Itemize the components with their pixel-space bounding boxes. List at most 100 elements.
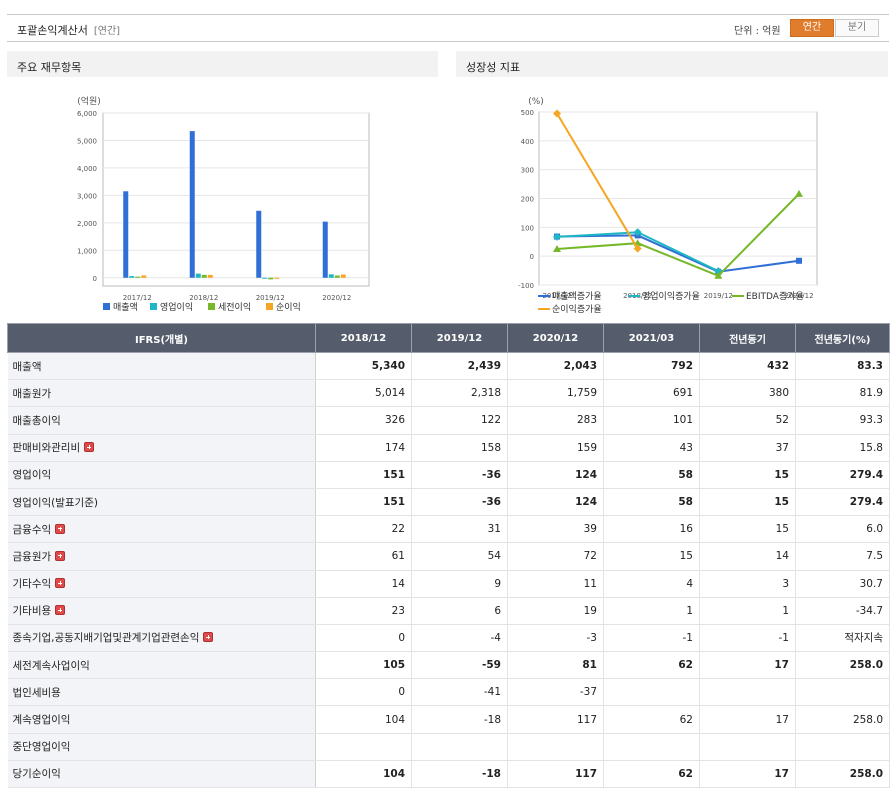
table-cell: -3 [507, 624, 604, 653]
row-label: 당기순이익 [7, 760, 316, 789]
bar [201, 274, 207, 278]
table-row: 매출원가 5,014 2,318 1,759 691 380 81.9 [7, 379, 890, 408]
legend-entry: 영업이익증가율 [642, 290, 700, 302]
table-cell [603, 733, 700, 761]
table-cell: 2,043 [507, 352, 604, 381]
row-label-text: 영업이익 [12, 469, 52, 482]
y-tick-label: 6,000 [77, 110, 97, 118]
table-cell: 17 [699, 760, 796, 789]
table-cell: 62 [603, 760, 700, 789]
table-cell: 23 [315, 597, 412, 625]
table-cell [315, 733, 412, 761]
legend-entry: 순이익 [276, 301, 301, 313]
bar [256, 210, 262, 278]
table-cell: 380 [699, 379, 796, 408]
row-label: 종속기업,공동지배기업및관계기업관련손익 [7, 624, 316, 653]
table-row: 계속영업이익 104 -18 117 62 17 258.0 [7, 705, 890, 734]
row-label-text: 세전계속사업이익 [12, 659, 90, 672]
income-statement-table: IFRS(개별) 2018/12 2019/12 2020/12 2021/03 전년동기… [7, 323, 890, 789]
row-label-text: 기타수익 [12, 578, 52, 591]
table-cell: 159 [507, 434, 604, 462]
period-badge: [연간] [93, 26, 121, 37]
expand-plus-icon[interactable] [203, 632, 214, 643]
table-cell: 0 [315, 678, 412, 707]
table-cell: 14 [699, 542, 796, 571]
expand-plus-icon[interactable] [55, 578, 66, 589]
table-cell: 1,759 [507, 379, 604, 408]
y-tick-label: 5,000 [77, 137, 97, 145]
x-tick-label: 2017/12 [123, 294, 152, 302]
table-row: 종속기업,공동지배기업및관계기업관련손익 0 -4 -3 -1 -1 적자지속 [7, 624, 890, 653]
statement-title: 포괄손익계산서 [연간] [17, 24, 121, 37]
x-tick-label: 2019/12 [704, 292, 733, 300]
bar [340, 274, 346, 278]
line-chart: (%)5004003002001000-1002017/122018/12201… [518, 97, 818, 315]
row-label: 계속영업이익 [7, 705, 316, 734]
tab-quarter[interactable]: 분기 [835, 19, 879, 37]
row-label-text: 중단영업이익 [12, 741, 71, 754]
table-cell: 19 [507, 597, 604, 625]
data-point [633, 228, 642, 237]
row-label-text: 금융수익 [12, 523, 52, 536]
unit-label: 단위 : 억원 [734, 26, 781, 37]
data-point [795, 189, 803, 197]
table-cell: 54 [411, 542, 508, 571]
expand-plus-icon[interactable] [55, 523, 66, 534]
table-cell: 258.0 [795, 705, 890, 734]
column-header: 2021/03 [603, 323, 700, 353]
row-label: 매출액 [7, 352, 316, 381]
table-cell: -36 [411, 488, 508, 517]
table-cell: 2,318 [411, 379, 508, 408]
y-tick-label: 3,000 [77, 192, 97, 200]
bar [328, 274, 334, 278]
table-cell: 158 [411, 434, 508, 462]
table-cell: 83.3 [795, 352, 890, 381]
table-cell: 37 [699, 434, 796, 462]
bar [141, 275, 147, 278]
expand-plus-icon[interactable] [55, 605, 66, 616]
table-row: 당기순이익 104 -18 117 62 17 258.0 [7, 760, 890, 789]
data-point [633, 244, 642, 253]
bar [322, 221, 328, 278]
table-row: 세전계속사업이익 105 -59 81 62 17 258.0 [7, 651, 890, 680]
expand-plus-icon[interactable] [84, 442, 95, 453]
table-cell [603, 678, 700, 707]
table-cell: 104 [315, 760, 412, 789]
table-cell: 62 [603, 651, 700, 680]
table-cell [795, 678, 890, 707]
table-cell: 16 [603, 515, 700, 544]
y-tick-label: 500 [521, 109, 534, 117]
table-cell: 39 [507, 515, 604, 544]
table-cell: 283 [507, 406, 604, 435]
bar [207, 274, 213, 278]
table-cell: 11 [507, 570, 604, 598]
table-cell: 15 [699, 461, 796, 489]
bar [262, 277, 268, 279]
row-label: 금융수익 [7, 515, 316, 544]
table-cell: -18 [411, 705, 508, 734]
column-header: 전년동기(%) [795, 323, 890, 353]
expand-plus-icon[interactable] [55, 550, 66, 561]
bar [195, 273, 201, 278]
row-label-text: 법인세비용 [12, 686, 61, 699]
table-row: 영업이익 151 -36 124 58 15 279.4 [7, 461, 890, 489]
y-axis-label: (%) [528, 97, 544, 107]
y-tick-label: 4,000 [77, 165, 97, 173]
data-point [796, 257, 802, 264]
row-label: 기타수익 [7, 570, 316, 598]
row-label-text: 영업이익(발표기준) [12, 496, 98, 509]
table-row: 금융수익 22 31 39 16 15 6.0 [7, 515, 890, 544]
table-row: 법인세비용 0 -41 -37 [7, 678, 890, 707]
table-cell: 52 [699, 406, 796, 435]
table-cell: -4 [411, 624, 508, 653]
table-cell: -1 [603, 624, 700, 653]
table-cell: 22 [315, 515, 412, 544]
row-label-text: 당기순이익 [12, 768, 61, 781]
legend-entry: 매출액 [113, 301, 138, 313]
row-label: 금융원가 [7, 542, 316, 571]
tab-annual[interactable]: 연간 [790, 19, 834, 37]
table-cell: 151 [315, 488, 412, 517]
y-axis-label: (억원) [77, 95, 101, 107]
table-cell: 6 [411, 597, 508, 625]
table-cell: 81 [507, 651, 604, 680]
